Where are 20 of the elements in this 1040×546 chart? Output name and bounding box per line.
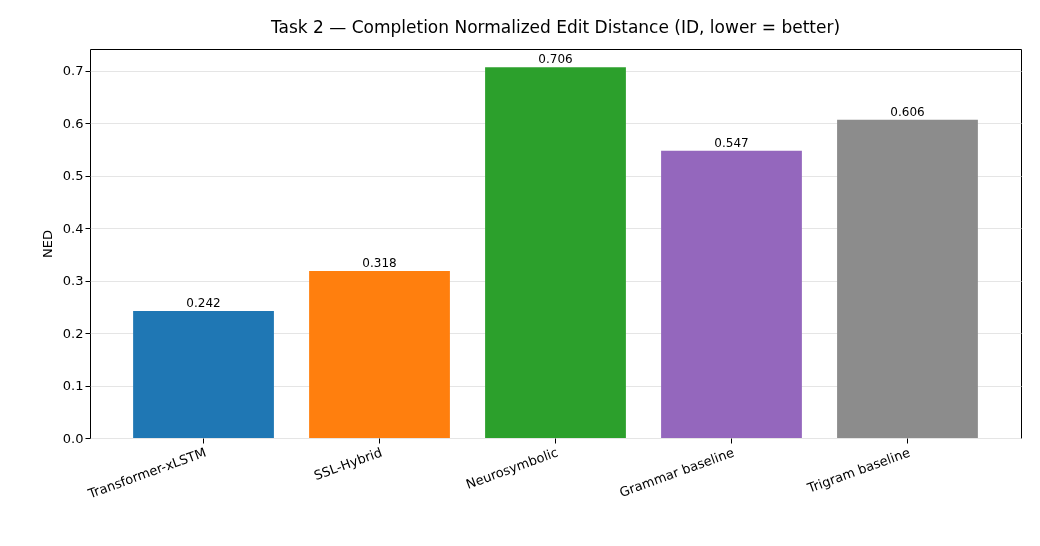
- data-label: 0.706: [538, 52, 573, 67]
- bar: [485, 67, 626, 438]
- y-tick-label: 0.6: [62, 115, 84, 131]
- data-label: 0.547: [714, 135, 749, 150]
- data-label: 0.318: [362, 256, 397, 271]
- chart-title: Task 2 — Completion Normalized Edit Distance (ID, lower = better): [269, 17, 841, 37]
- bar: [837, 119, 978, 438]
- y-tick-label: 0.2: [62, 325, 84, 341]
- y-tick-label: 0.7: [62, 63, 84, 79]
- y-tick-label: 0.4: [62, 220, 84, 236]
- y-tick-label: 0.5: [62, 168, 84, 184]
- y-axis-title: NED: [39, 230, 55, 258]
- bar: [133, 310, 274, 438]
- data-label: 0.242: [186, 295, 221, 310]
- bar: [661, 150, 802, 438]
- y-tick-label: 0.3: [62, 273, 84, 289]
- y-tick-label: 0.1: [62, 378, 84, 393]
- y-tick-label: 0.0: [62, 430, 84, 446]
- data-label: 0.606: [890, 104, 925, 119]
- bar: [309, 271, 450, 438]
